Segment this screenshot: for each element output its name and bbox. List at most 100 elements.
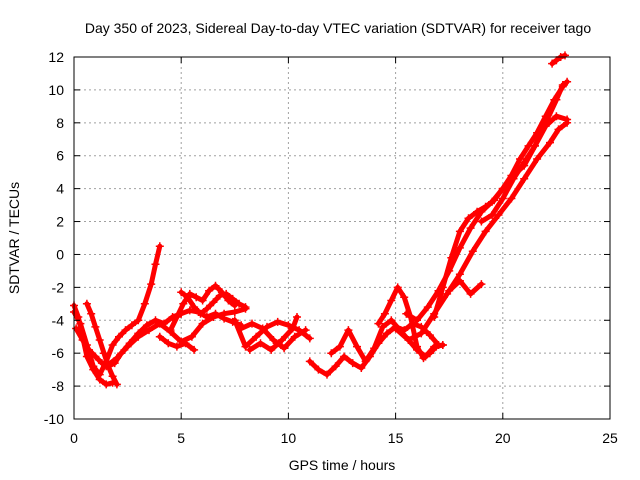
data-point-marker bbox=[554, 125, 563, 134]
data-point-marker bbox=[552, 56, 561, 65]
y-axis-label: SDTVAR / TECUs bbox=[6, 182, 22, 294]
x-tick-label: 10 bbox=[281, 430, 297, 446]
data-point-marker bbox=[481, 202, 490, 211]
data-point-marker bbox=[183, 293, 192, 302]
data-point-marker bbox=[455, 227, 464, 236]
data-point-marker bbox=[235, 299, 244, 308]
data-point-marker bbox=[563, 115, 572, 124]
data-point-marker bbox=[211, 281, 220, 290]
y-tick-label: -6 bbox=[52, 345, 65, 361]
series-track-19 bbox=[477, 81, 567, 226]
data-point-marker bbox=[438, 341, 447, 349]
data-point-marker bbox=[378, 322, 387, 331]
series-track-3 bbox=[72, 306, 246, 371]
data-point-marker bbox=[387, 316, 396, 325]
data-point-marker bbox=[466, 289, 475, 298]
data-point-marker bbox=[196, 309, 205, 318]
data-point-marker bbox=[393, 283, 402, 292]
data-point-marker bbox=[509, 174, 518, 183]
data-point-marker bbox=[190, 345, 199, 354]
data-point-marker bbox=[127, 321, 136, 330]
data-point-marker bbox=[97, 359, 106, 368]
data-point-marker bbox=[252, 332, 261, 341]
data-point-marker bbox=[181, 339, 190, 348]
data-point-marker bbox=[423, 303, 432, 312]
series-track-18 bbox=[445, 276, 486, 298]
data-point-marker bbox=[438, 283, 447, 292]
data-point-marker bbox=[155, 319, 164, 328]
data-point-marker bbox=[78, 336, 87, 344]
data-point-marker bbox=[82, 352, 91, 361]
data-point-marker bbox=[155, 242, 164, 251]
data-point-marker bbox=[142, 321, 151, 330]
data-point-marker bbox=[357, 364, 366, 372]
data-point-marker bbox=[533, 155, 542, 163]
data-point-marker bbox=[402, 309, 411, 318]
data-point-marker bbox=[179, 299, 188, 308]
data-point-marker bbox=[507, 194, 516, 203]
data-point-marker bbox=[209, 313, 218, 321]
data-series-group bbox=[70, 51, 572, 389]
data-point-marker bbox=[466, 224, 475, 233]
data-point-marker bbox=[72, 324, 81, 333]
y-tick-label: 6 bbox=[56, 148, 64, 164]
data-point-marker bbox=[314, 365, 323, 374]
data-point-marker bbox=[82, 299, 91, 308]
data-point-marker bbox=[541, 118, 550, 127]
data-point-marker bbox=[445, 286, 454, 295]
data-point-marker bbox=[198, 319, 207, 328]
data-point-marker bbox=[477, 280, 486, 289]
data-point-marker bbox=[335, 342, 344, 351]
data-point-marker bbox=[177, 288, 186, 297]
data-point-marker bbox=[95, 336, 104, 344]
data-point-marker bbox=[447, 253, 456, 262]
data-point-marker bbox=[87, 309, 96, 318]
series-track-9 bbox=[230, 316, 314, 351]
data-point-marker bbox=[290, 332, 299, 341]
data-point-marker bbox=[85, 345, 93, 354]
data-point-marker bbox=[112, 354, 121, 363]
y-tick-label: 2 bbox=[56, 214, 64, 230]
data-point-marker bbox=[498, 194, 507, 203]
y-tick-label: -8 bbox=[52, 378, 65, 394]
data-point-marker bbox=[419, 354, 428, 363]
data-point-marker bbox=[205, 286, 214, 295]
data-point-marker bbox=[301, 326, 310, 335]
data-point-marker bbox=[91, 322, 100, 331]
y-tick-label: 10 bbox=[48, 82, 64, 98]
data-point-marker bbox=[140, 299, 149, 308]
data-point-marker bbox=[166, 326, 175, 335]
data-point-marker bbox=[190, 303, 199, 312]
data-point-marker bbox=[305, 357, 314, 366]
data-point-marker bbox=[145, 326, 153, 335]
data-point-marker bbox=[455, 243, 464, 252]
data-point-marker bbox=[548, 59, 557, 68]
series-track-8 bbox=[155, 332, 199, 354]
data-point-marker bbox=[123, 342, 132, 351]
data-point-marker bbox=[172, 313, 181, 321]
data-point-marker bbox=[558, 81, 567, 89]
data-point-marker bbox=[430, 313, 439, 321]
data-point-marker bbox=[241, 303, 250, 312]
data-point-marker bbox=[327, 349, 336, 358]
data-point-marker bbox=[241, 342, 250, 351]
data-point-marker bbox=[340, 352, 349, 361]
data-point-marker bbox=[102, 362, 111, 371]
data-point-marker bbox=[248, 319, 256, 328]
data-point-marker bbox=[425, 349, 434, 358]
data-point-marker bbox=[552, 95, 561, 104]
data-point-marker bbox=[353, 342, 361, 351]
data-point-marker bbox=[187, 332, 196, 341]
x-axis-label: GPS time / hours bbox=[289, 457, 396, 473]
data-point-marker bbox=[293, 313, 301, 321]
data-point-marker bbox=[222, 289, 231, 298]
data-point-marker bbox=[151, 316, 160, 325]
data-point-marker bbox=[477, 217, 486, 226]
data-point-marker bbox=[108, 341, 117, 349]
y-tick-label: 0 bbox=[56, 246, 64, 262]
data-point-marker bbox=[344, 326, 353, 335]
data-point-marker bbox=[228, 294, 237, 303]
y-tick-label: -10 bbox=[44, 411, 64, 427]
x-tick-label: 15 bbox=[388, 430, 404, 446]
